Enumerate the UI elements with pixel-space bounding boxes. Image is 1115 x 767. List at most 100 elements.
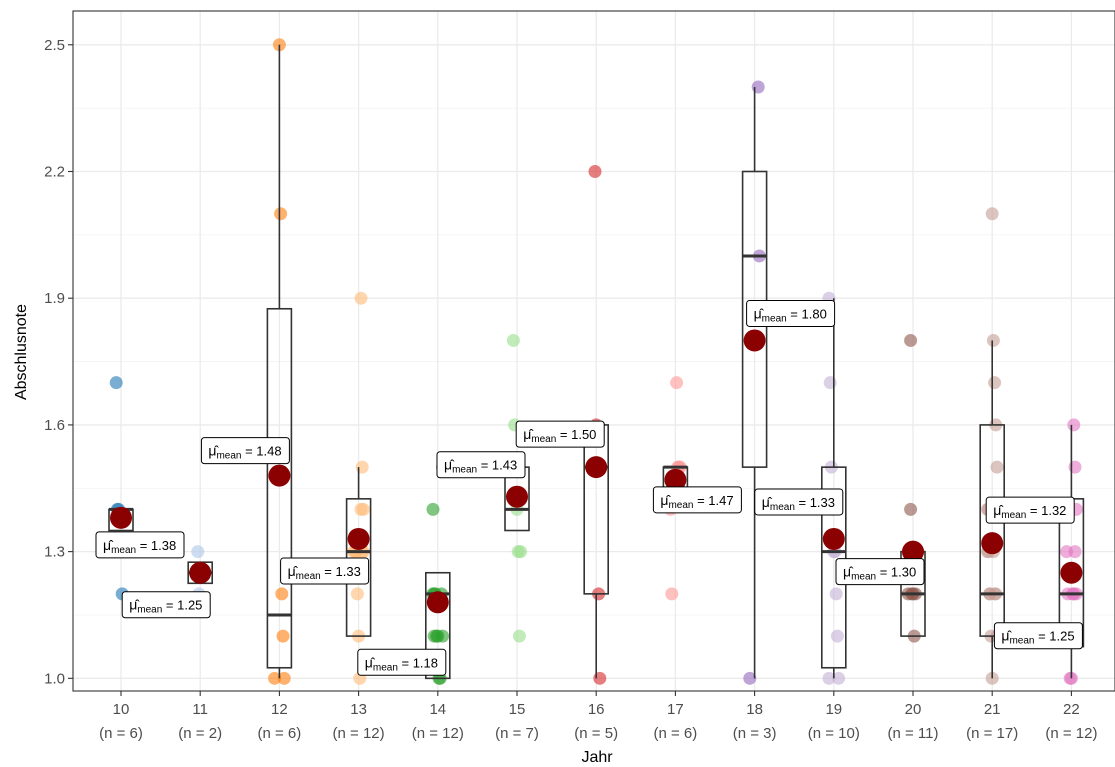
x-tick-label: 13 <box>350 701 367 718</box>
mean-label-text: μ̂mean = 1.33 <box>288 563 361 582</box>
data-point <box>988 376 1002 390</box>
x-tick-sublabel: (n = 6) <box>654 725 698 742</box>
data-point <box>506 333 520 347</box>
x-axis-title: Jahr <box>581 749 613 766</box>
x-tick-sublabel: (n = 5) <box>574 725 618 742</box>
x-tick-label: 21 <box>984 701 1001 718</box>
data-point <box>986 333 1000 347</box>
x-tick-sublabel: (n = 7) <box>495 725 539 742</box>
mu-hat-symbol: μ̂ <box>288 563 299 579</box>
mu-hat-symbol: μ̂ <box>365 654 376 670</box>
mu-hat-symbol: μ̂ <box>129 597 140 613</box>
x-tick-label: 11 <box>192 701 208 718</box>
mean-point <box>981 532 1004 555</box>
data-point <box>751 80 765 94</box>
x-tick-sublabel: (n = 6) <box>258 725 302 742</box>
data-point <box>350 587 364 601</box>
data-point <box>514 545 528 559</box>
data-point <box>832 671 846 685</box>
data-point <box>823 376 837 390</box>
mean-point <box>1060 561 1083 584</box>
mean-label: μ̂mean = 1.43 <box>436 451 526 479</box>
mean-value: = 1.38 <box>136 538 176 553</box>
x-tick-sublabel: (n = 12) <box>412 725 464 742</box>
y-tick-label: 2.2 <box>44 163 65 180</box>
mean-label: μ̂mean = 1.30 <box>835 558 925 586</box>
mean-value: = 1.33 <box>321 564 361 579</box>
data-point <box>743 671 757 685</box>
mean-label-box <box>985 496 1075 524</box>
mean-label: μ̂mean = 1.50 <box>515 420 605 448</box>
data-point <box>593 671 607 685</box>
x-tick-sublabel: (n = 12) <box>333 725 385 742</box>
mu-hat-symbol: μ̂ <box>523 426 534 442</box>
x-tick-label: 22 <box>1063 701 1080 718</box>
mean-label-box <box>436 451 526 479</box>
mean-label-box <box>515 420 605 448</box>
data-point <box>1067 418 1081 432</box>
mean-subscript: mean <box>851 572 876 583</box>
mean-point <box>110 506 132 529</box>
mean-points <box>110 329 1083 614</box>
data-point <box>191 545 205 559</box>
mu-hat-symbol: μ̂ <box>1001 628 1012 644</box>
mean-label: μ̂mean = 1.33 <box>280 557 370 585</box>
mu-hat-symbol: μ̂ <box>660 492 671 508</box>
mean-label: μ̂mean = 1.38 <box>95 531 185 559</box>
x-tick-sublabel: (n = 11) <box>888 725 939 742</box>
mean-label-text: μ̂mean = 1.43 <box>444 457 517 476</box>
box <box>424 571 451 680</box>
mean-label-box <box>835 558 925 586</box>
mean-subscript: mean <box>373 662 398 673</box>
x-tick-label: 19 <box>825 701 842 718</box>
mean-value: = 1.33 <box>795 495 835 510</box>
mean-point <box>189 561 212 584</box>
y-tick-label: 1.3 <box>44 544 65 561</box>
x-tick-sublabel: (n = 12) <box>1045 725 1097 742</box>
mean-point <box>743 329 766 352</box>
mean-label: μ̂mean = 1.32 <box>985 496 1075 524</box>
data-point <box>426 502 440 516</box>
mean-subscript: mean <box>1001 510 1026 521</box>
mean-label: μ̂mean = 1.80 <box>746 299 836 327</box>
x-tick-sublabel: (n = 10) <box>808 725 860 742</box>
x-tick-sublabel: (n = 3) <box>733 725 777 742</box>
y-axis: 1.0 1.3 1.6 1.9 2.2 2.5 <box>44 37 73 687</box>
mean-value: = 1.25 <box>162 598 202 613</box>
data-point <box>822 671 836 685</box>
mean-label-text: μ̂mean = 1.30 <box>843 564 916 583</box>
mean-label-box <box>280 557 370 585</box>
mean-value: = 1.47 <box>693 493 733 508</box>
x-tick-sublabel: (n = 6) <box>99 725 143 742</box>
mean-value: = 1.32 <box>1026 503 1066 518</box>
mean-subscript: mean <box>1009 636 1034 647</box>
x-tick-label: 10 <box>113 701 130 718</box>
data-point <box>276 629 290 643</box>
mean-label: μ̂mean = 1.25 <box>993 622 1083 650</box>
y-tick-label: 1.9 <box>44 290 65 307</box>
y-axis-title: Abschlusnote <box>13 304 30 400</box>
mean-labels: μ̂mean = 1.38μ̂mean = 1.25μ̂mean = 1.48μ… <box>95 299 1083 676</box>
mean-subscript: mean <box>296 571 321 582</box>
data-point <box>1068 545 1082 559</box>
mean-label-box <box>993 622 1083 650</box>
data-point <box>665 587 679 601</box>
mean-point <box>585 456 608 479</box>
data-point <box>512 629 526 643</box>
mu-hat-symbol: μ̂ <box>993 502 1004 518</box>
data-point <box>277 671 291 685</box>
box <box>266 307 293 669</box>
mean-value: = 1.48 <box>241 444 281 459</box>
data-point <box>355 460 369 474</box>
x-tick-label: 16 <box>588 701 605 718</box>
data-point <box>670 376 684 390</box>
data-point <box>904 333 918 347</box>
mean-label-box <box>200 437 290 465</box>
mean-label-box <box>746 299 836 327</box>
mean-point <box>822 527 845 550</box>
data-point <box>829 587 843 601</box>
mean-label-text: μ̂mean = 1.32 <box>993 502 1066 521</box>
mean-label-text: μ̂mean = 1.25 <box>1001 628 1074 647</box>
y-tick-label: 1.6 <box>44 417 65 434</box>
